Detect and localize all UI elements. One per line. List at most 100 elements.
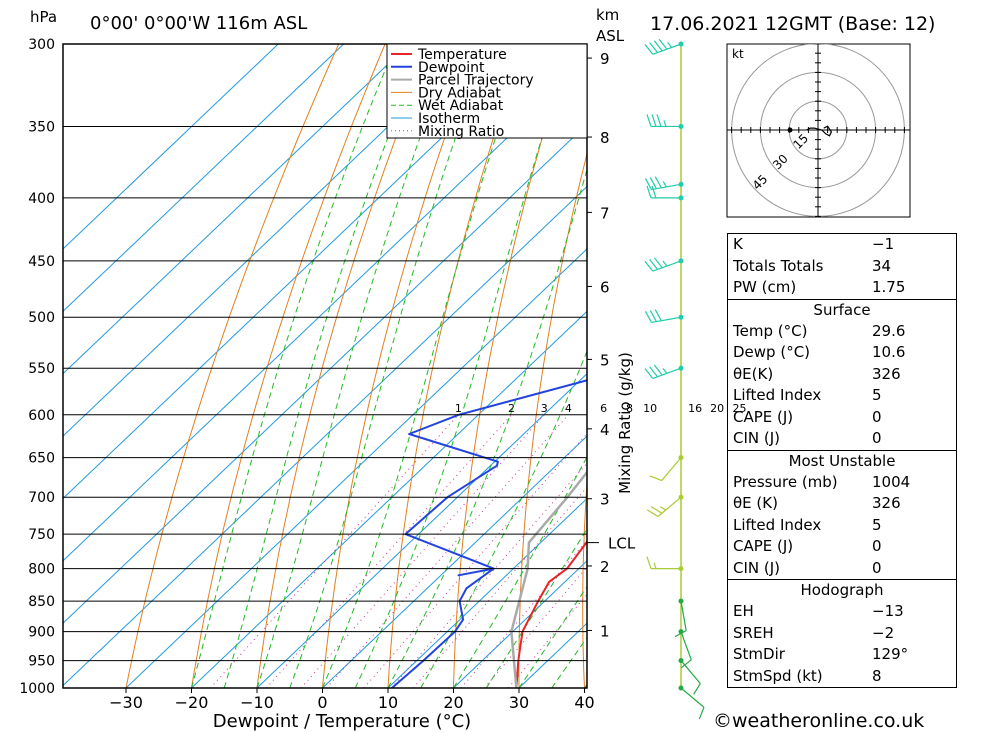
wind-barb-half bbox=[662, 260, 668, 267]
totals-row: Totals Totals 34 bbox=[728, 256, 956, 278]
temperature-tick-label: 0 bbox=[317, 693, 327, 712]
pressure-tick-label: 300 bbox=[28, 37, 55, 53]
isotherm-line bbox=[322, 435, 587, 688]
height-tick-label: 8 bbox=[600, 129, 610, 147]
pressure-tick-label: 800 bbox=[28, 562, 55, 578]
isotherms bbox=[63, 44, 587, 688]
sreh-label: SREH bbox=[733, 623, 774, 642]
wet-adiabat-line bbox=[322, 44, 528, 688]
sreh-row: SREH −2 bbox=[728, 623, 956, 645]
legend-entry: Wet Adiabat bbox=[418, 98, 504, 114]
lcl-label: LCL bbox=[608, 535, 636, 553]
height-tick-label: 2 bbox=[600, 558, 610, 576]
height-unit-label: km bbox=[596, 6, 619, 24]
wind-barb-flag bbox=[649, 475, 662, 482]
mixing-ratio-label: 10 bbox=[643, 402, 657, 415]
isotherm-line bbox=[256, 373, 587, 688]
surface-li-value: 5 bbox=[872, 386, 882, 404]
pressure-tick-label: 650 bbox=[28, 451, 55, 467]
k-index-row: K −1 bbox=[728, 234, 956, 256]
mu-pressure-value: 1004 bbox=[872, 472, 911, 491]
mixing-ratio-line bbox=[391, 462, 587, 688]
legend-entry: Mixing Ratio bbox=[418, 124, 504, 140]
pressure-lines bbox=[63, 43, 587, 689]
wind-barb-flag bbox=[653, 364, 663, 376]
pw-row: PW (cm) 1.75 bbox=[728, 277, 956, 299]
wind-barb-flag bbox=[644, 178, 652, 190]
surface-cin-label: CIN (J) bbox=[733, 429, 781, 447]
isotherm-line bbox=[63, 185, 587, 687]
pressure-tick-label: 750 bbox=[28, 527, 55, 543]
wind-barb-flag bbox=[649, 177, 657, 189]
isotherm-line bbox=[63, 44, 541, 500]
wind-barb-flag bbox=[644, 260, 654, 272]
wind-barb-flag bbox=[649, 366, 658, 378]
pw-label: PW (cm) bbox=[733, 278, 797, 296]
wet-adiabat-line bbox=[354, 44, 572, 688]
wind-barb-flag bbox=[649, 310, 657, 322]
dry-adiabat-line bbox=[125, 44, 340, 688]
isotherm-line bbox=[387, 497, 587, 688]
mixing-ratio-line bbox=[265, 414, 512, 688]
height-ticks: 1 2 3 4 5 6 7 8 9 bbox=[587, 50, 610, 640]
pressure-tick-label: 600 bbox=[28, 408, 55, 424]
mixing-ratio-label: 1 bbox=[455, 402, 462, 415]
wet-adiabat-line bbox=[191, 44, 397, 688]
wind-barb-shaft bbox=[661, 457, 682, 481]
wet-adiabat-line bbox=[289, 44, 490, 688]
pressure-tick-label: 350 bbox=[28, 119, 55, 135]
wind-barb-flag bbox=[656, 114, 662, 127]
hodograph-section: Hodograph EH −13 SREH −2 StmDir 129° StmSpd… bbox=[728, 579, 956, 687]
eh-value: −13 bbox=[872, 602, 904, 620]
wind-barb-shaft bbox=[680, 660, 701, 684]
dry-adiabat-line bbox=[979, 44, 1000, 688]
wind-barb-flag bbox=[644, 43, 654, 55]
height-tick-label: 1 bbox=[600, 622, 610, 640]
legend-entry: Isotherm bbox=[418, 111, 480, 127]
datetime-label: 17.06.2021 12GMT (Base: 12) bbox=[650, 13, 935, 35]
mu-li-label: Lifted Index bbox=[733, 515, 822, 534]
mu-cape-label: CAPE (J) bbox=[733, 537, 794, 555]
surface-thetae-row: θE(K) 326 bbox=[728, 364, 956, 386]
pressure-tick-label: 500 bbox=[28, 310, 55, 326]
hodograph-storm-dot bbox=[787, 127, 793, 133]
wind-barb-flag bbox=[653, 257, 663, 269]
temperature-ticks: −30 −20 −10 0 10 20 30 40 bbox=[109, 688, 595, 712]
mu-cin-row: CIN (J) 0 bbox=[728, 558, 956, 580]
pressure-tick-label: 450 bbox=[28, 254, 55, 270]
wind-barb-flag bbox=[693, 683, 701, 695]
wind-barb-flag bbox=[646, 556, 652, 569]
wind-barb-half bbox=[662, 368, 668, 374]
mu-li-value: 5 bbox=[872, 515, 882, 534]
surface-li-label: Lifted Index bbox=[733, 386, 822, 404]
isotherm-line bbox=[453, 560, 587, 688]
wind-barb-half bbox=[662, 181, 667, 188]
isotherm-line bbox=[63, 44, 279, 250]
stmdir-label: StmDir bbox=[733, 645, 785, 663]
location-label: 0°00' 0°00'W 116m ASL bbox=[90, 13, 307, 34]
surface-dewp-row: Dewp (°C) 10.6 bbox=[728, 342, 956, 364]
wind-barb-flag bbox=[654, 176, 662, 189]
pressure-unit-label: hPa bbox=[30, 8, 57, 26]
stmdir-row: StmDir 129° bbox=[728, 644, 956, 666]
dry-adiabat-line bbox=[256, 44, 432, 688]
mixing-ratio-label: 20 bbox=[710, 402, 724, 415]
legend-entry: Dry Adiabat bbox=[418, 85, 501, 101]
isotherm-line bbox=[63, 44, 476, 437]
mixing-ratio-label: 8 bbox=[626, 402, 633, 415]
surface-li-row: Lifted Index 5 bbox=[728, 385, 956, 407]
hodograph-title: Hodograph bbox=[800, 581, 884, 599]
mu-li-row: Lifted Index 5 bbox=[728, 515, 956, 537]
mixing-ratio-label: 3 bbox=[541, 402, 548, 415]
temperature-tick-label: −30 bbox=[109, 693, 143, 712]
mu-pressure-row: Pressure (mb) 1004 bbox=[728, 472, 956, 494]
credit-text: ©weatheronline.co.uk bbox=[713, 710, 925, 732]
mu-cape-value: 0 bbox=[872, 537, 882, 555]
surface-cape-value: 0 bbox=[872, 407, 882, 426]
surface-cape-label: CAPE (J) bbox=[733, 407, 794, 426]
most-unstable-section: Most Unstable Pressure (mb) 1004 θE (K) 32… bbox=[728, 449, 956, 580]
wind-barb-flag bbox=[651, 185, 657, 199]
